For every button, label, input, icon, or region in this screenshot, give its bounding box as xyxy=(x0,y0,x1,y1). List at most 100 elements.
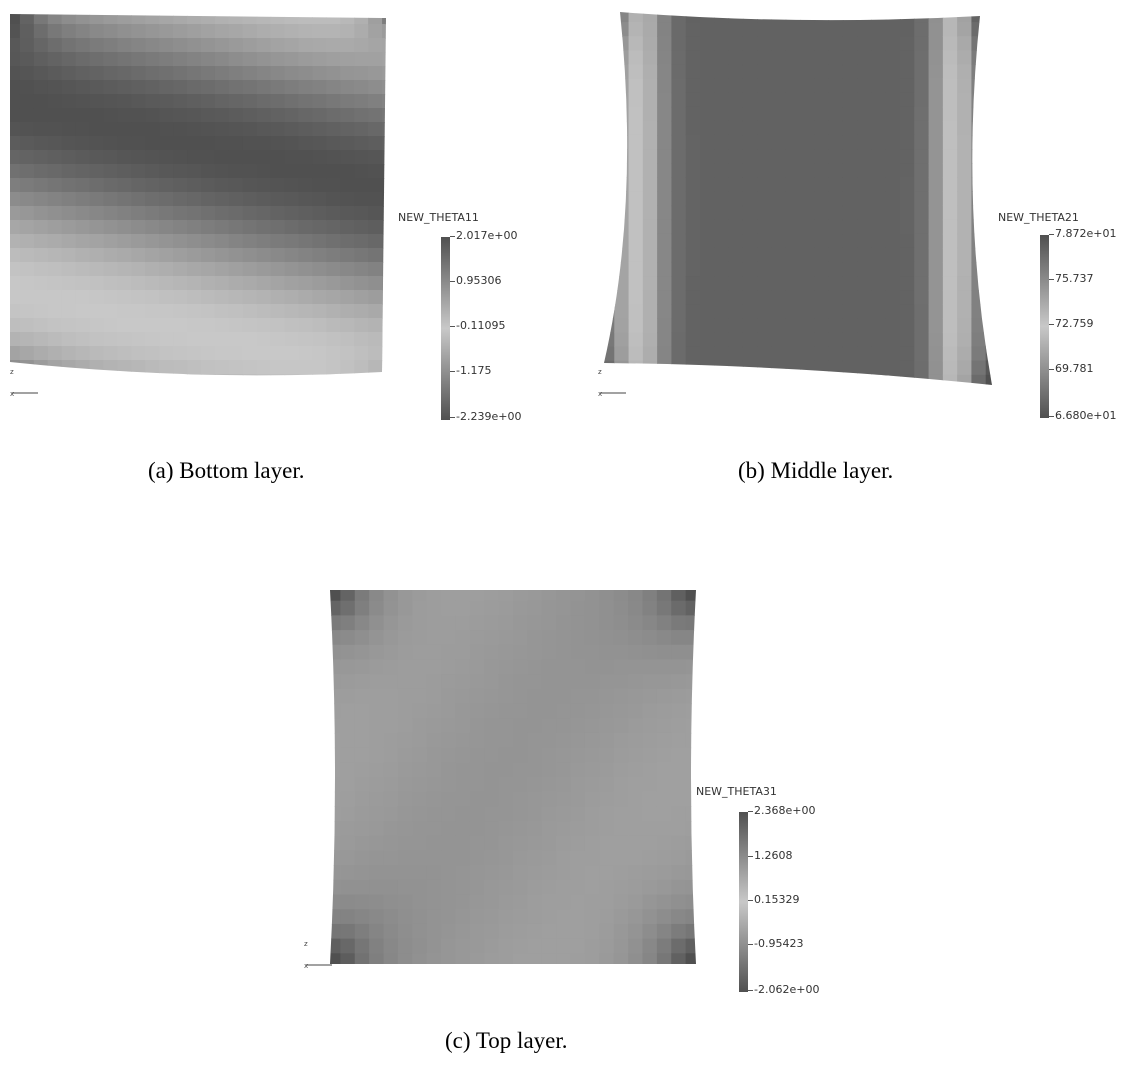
mesh-cell xyxy=(929,163,944,178)
mesh-cell xyxy=(643,163,658,178)
mesh-cell xyxy=(542,895,557,910)
mesh-cell xyxy=(686,50,701,65)
mesh-cell xyxy=(173,346,188,361)
mesh-cell xyxy=(871,177,886,192)
mesh-cell xyxy=(642,865,657,880)
mesh-cell xyxy=(556,939,571,954)
mesh-cell xyxy=(743,262,758,277)
mesh-cell xyxy=(971,22,986,37)
mesh-cell xyxy=(90,332,105,347)
mesh-cell xyxy=(285,150,300,165)
mesh-cell xyxy=(614,865,629,880)
mesh-cell xyxy=(355,924,370,939)
mesh-cell xyxy=(829,93,844,108)
mesh-cell xyxy=(427,630,442,645)
mesh-cell xyxy=(671,645,686,660)
mesh-cell xyxy=(700,191,715,206)
mesh-cell xyxy=(455,689,470,704)
mesh-cell xyxy=(629,135,644,150)
mesh-cell xyxy=(20,66,35,81)
mesh-cell xyxy=(484,630,499,645)
mesh-cell xyxy=(215,304,230,319)
mesh-cell xyxy=(929,389,944,403)
mesh-cell xyxy=(34,234,49,249)
mesh-cell xyxy=(271,220,286,235)
mesh-cell xyxy=(285,332,300,347)
mesh-cell xyxy=(90,66,105,81)
mesh-cell xyxy=(382,164,396,179)
mesh-cell xyxy=(571,586,586,601)
mesh-cell xyxy=(201,122,216,137)
mesh-cell xyxy=(542,953,557,968)
mesh-cell xyxy=(857,375,872,390)
mesh-cell xyxy=(382,192,396,207)
mesh-cell xyxy=(20,304,35,319)
mesh-cell xyxy=(484,762,499,777)
mesh-cell xyxy=(628,836,643,851)
mesh-cell xyxy=(76,192,91,207)
mesh-cell xyxy=(614,924,629,939)
mesh-cell xyxy=(257,206,272,221)
mesh-cell xyxy=(585,777,600,792)
mesh-cell xyxy=(614,806,629,821)
mesh-cell xyxy=(299,178,314,193)
mesh-cell xyxy=(800,347,815,362)
mesh-cell xyxy=(340,865,355,880)
mesh-cell xyxy=(368,94,383,109)
mesh-cell xyxy=(470,645,485,660)
mesh-cell xyxy=(814,248,829,263)
mesh-cell xyxy=(48,360,63,375)
mesh-cell xyxy=(412,659,427,674)
mesh-cell xyxy=(629,8,644,23)
mesh-cell xyxy=(929,107,944,122)
mesh-cell xyxy=(427,704,442,719)
mesh-cell xyxy=(355,836,370,851)
mesh-cell xyxy=(299,150,314,165)
mesh-cell xyxy=(657,909,672,924)
mesh-cell xyxy=(657,615,672,630)
mesh-cell xyxy=(104,122,119,137)
mesh-cell xyxy=(312,164,327,179)
mesh-cell xyxy=(398,939,413,954)
mesh-cell xyxy=(585,939,600,954)
mesh-cell xyxy=(857,50,872,65)
mesh-cell xyxy=(354,80,369,95)
mesh-cell xyxy=(671,836,686,851)
mesh-cell xyxy=(340,388,355,402)
mesh-cell xyxy=(571,880,586,895)
mesh-cell xyxy=(499,953,514,968)
mesh-cell xyxy=(159,150,174,165)
mesh-cell xyxy=(614,836,629,851)
mesh-cell xyxy=(271,38,286,53)
mesh-cell xyxy=(714,290,729,305)
mesh-cell xyxy=(470,953,485,968)
mesh-cell xyxy=(556,953,571,968)
mesh-cell xyxy=(628,880,643,895)
mesh-cell xyxy=(642,615,657,630)
mesh-cell xyxy=(173,10,188,25)
mesh-cell xyxy=(243,332,258,347)
mesh-cell xyxy=(671,361,686,376)
mesh-cell xyxy=(657,806,672,821)
mesh-cell xyxy=(527,939,542,954)
mesh-cell xyxy=(800,332,815,347)
mesh-cell xyxy=(743,375,758,390)
mesh-cell xyxy=(201,374,216,389)
mesh-cell xyxy=(131,276,146,291)
mesh-cell xyxy=(800,36,815,51)
axes-triad-icon: z x xyxy=(302,938,336,972)
mesh-cell xyxy=(786,79,801,94)
mesh-cell xyxy=(957,149,972,164)
mesh-cell xyxy=(571,645,586,660)
mesh-cell xyxy=(104,318,119,333)
mesh-cell xyxy=(62,192,77,207)
mesh-cell xyxy=(355,850,370,865)
mesh-cell xyxy=(20,318,35,333)
mesh-cell xyxy=(886,206,901,221)
mesh-cell xyxy=(104,220,119,235)
mesh-cell xyxy=(643,79,658,94)
mesh-cell xyxy=(957,318,972,333)
mesh-cell xyxy=(571,909,586,924)
mesh-cell xyxy=(326,821,341,836)
mesh-cell xyxy=(527,850,542,865)
